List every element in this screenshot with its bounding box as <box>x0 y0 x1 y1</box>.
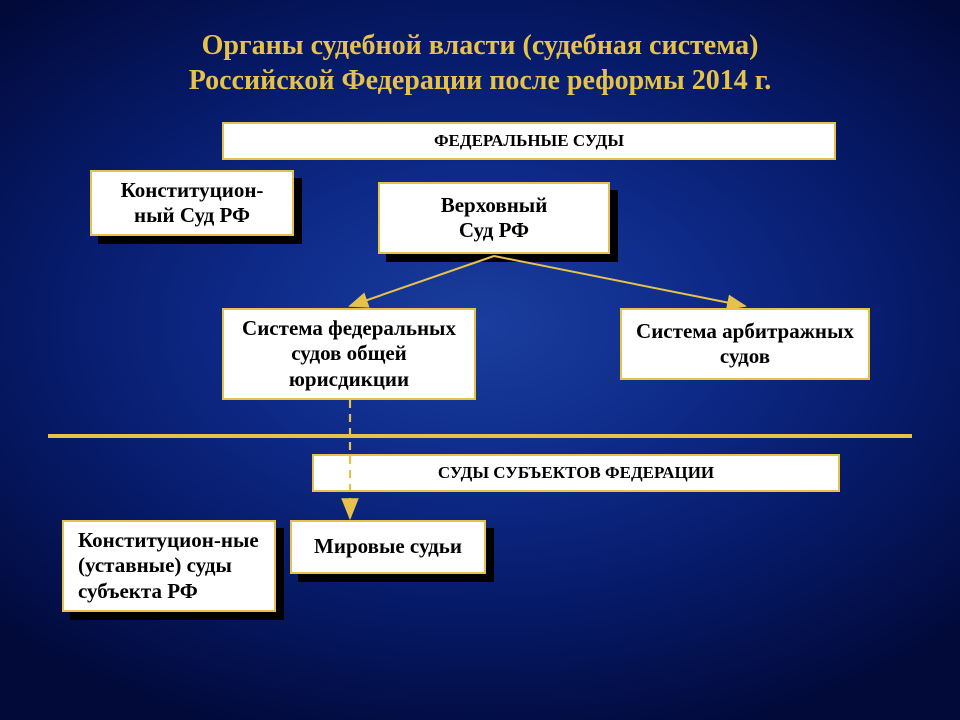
const-subjects-label: Конституцион-ные (уставные) суды субъект… <box>78 528 264 604</box>
general-courts-box: Система федеральных судов общей юрисдикц… <box>222 308 476 400</box>
magistrates-box: Мировые судьи <box>290 520 486 574</box>
title-line-1: Органы судебной власти (судебная система… <box>202 30 759 61</box>
supreme-court-box: Верховный Суд РФ <box>378 182 610 254</box>
federal-courts-header: ФЕДЕРАЛЬНЫЕ СУДЫ <box>222 122 836 160</box>
slide-title: Органы судебной власти (судебная система… <box>0 28 960 98</box>
slide-stage: Органы судебной власти (судебная система… <box>0 0 960 720</box>
subjects-header-label: СУДЫ СУБЪЕКТОВ ФЕДЕРАЦИИ <box>438 463 714 483</box>
edge-supreme-to-arbitration <box>494 256 745 306</box>
magistrates-label: Мировые судьи <box>314 534 462 559</box>
general-courts-label: Система федеральных судов общей юрисдикц… <box>234 316 464 392</box>
edge-supreme-to-general <box>350 256 494 306</box>
supreme-court-label-1: Верховный <box>441 193 548 218</box>
arbitration-courts-label: Система арбитражных судов <box>632 319 858 369</box>
const-court-label: Конституцион-ный Суд РФ <box>102 178 282 228</box>
section-divider <box>48 434 912 438</box>
arbitration-courts-box: Система арбитражных судов <box>620 308 870 380</box>
title-line-2: Российской Федерации после реформы 2014 … <box>189 65 772 96</box>
const-subjects-box: Конституцион-ные (уставные) суды субъект… <box>62 520 276 612</box>
supreme-court-label-2: Суд РФ <box>459 218 529 243</box>
federal-header-label: ФЕДЕРАЛЬНЫЕ СУДЫ <box>434 131 624 151</box>
subjects-courts-header: СУДЫ СУБЪЕКТОВ ФЕДЕРАЦИИ <box>312 454 840 492</box>
constitutional-court-box: Конституцион-ный Суд РФ <box>90 170 294 236</box>
